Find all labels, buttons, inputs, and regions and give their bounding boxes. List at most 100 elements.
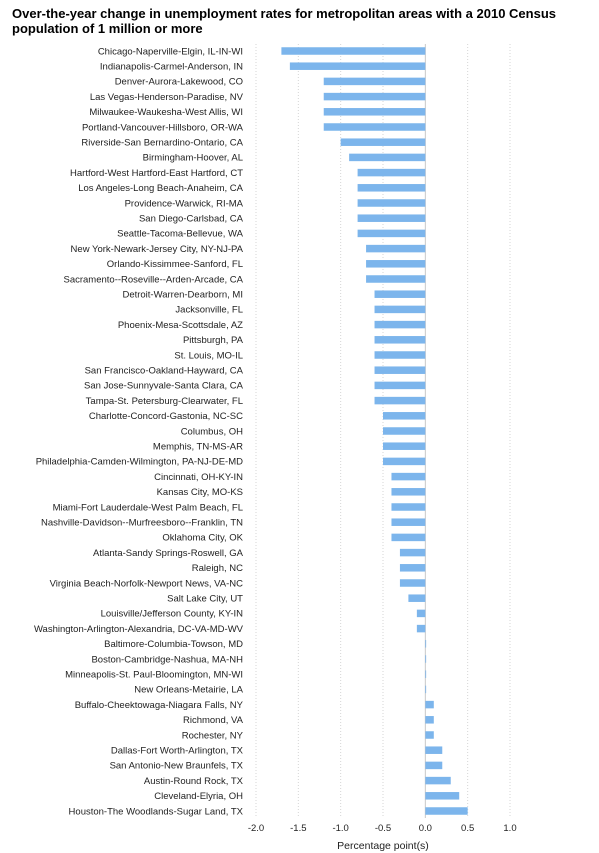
bar[interactable] xyxy=(391,518,426,526)
bar[interactable] xyxy=(357,184,426,192)
category-label: Baltimore-Columbia-Towson, MD xyxy=(104,639,243,650)
bar[interactable] xyxy=(374,381,426,390)
bar[interactable] xyxy=(323,77,426,86)
bar[interactable] xyxy=(357,214,426,222)
bar[interactable] xyxy=(374,351,426,359)
category-label: Oklahoma City, OK xyxy=(162,533,243,544)
bar[interactable] xyxy=(374,290,426,298)
category-label: Detroit-Warren-Dearborn, MI xyxy=(122,290,243,301)
bar[interactable] xyxy=(374,336,426,344)
bar[interactable] xyxy=(425,731,434,739)
gridlines xyxy=(255,44,511,818)
x-tick-label: 0.5 xyxy=(461,823,474,834)
category-label: Phoenix-Mesa-Scottsdale, AZ xyxy=(118,320,243,331)
bar[interactable] xyxy=(408,594,426,602)
category-label: Buffalo-Cheektowaga-Niagara Falls, NY xyxy=(75,700,244,711)
bar[interactable] xyxy=(374,366,426,374)
bar[interactable] xyxy=(349,153,426,162)
bar[interactable] xyxy=(391,488,426,496)
category-label: Tampa-St. Petersburg-Clearwater, FL xyxy=(86,396,243,407)
category-label: Las Vegas-Henderson-Paradise, NV xyxy=(90,92,244,103)
bar[interactable] xyxy=(425,716,434,724)
category-label: Louisville/Jefferson County, KY-IN xyxy=(101,609,244,620)
category-label: Seattle-Tacoma-Bellevue, WA xyxy=(117,229,244,240)
category-label: Riverside-San Bernardino-Ontario, CA xyxy=(81,138,243,149)
bar[interactable] xyxy=(366,244,426,253)
category-label: Milwaukee-Waukesha-West Allis, WI xyxy=(89,107,243,118)
bar[interactable] xyxy=(416,609,426,618)
bar[interactable] xyxy=(425,807,468,815)
category-label: Miami-Fort Lauderdale-West Palm Beach, F… xyxy=(53,502,243,513)
bar[interactable] xyxy=(357,168,426,177)
category-label: San Francisco-Oakland-Hayward, CA xyxy=(85,366,244,377)
x-tick-label: -1.5 xyxy=(290,823,306,834)
bar[interactable] xyxy=(383,412,426,420)
bar[interactable] xyxy=(391,503,426,511)
category-label: Hartford-West Hartford-East Hartford, CT xyxy=(70,168,243,179)
bar[interactable] xyxy=(391,533,426,542)
bar[interactable] xyxy=(425,700,434,709)
category-label: St. Louis, MO-IL xyxy=(174,350,243,361)
category-label: Richmond, VA xyxy=(183,715,244,726)
category-label: New York-Newark-Jersey City, NY-NJ-PA xyxy=(71,244,244,255)
category-label: San Diego-Carlsbad, CA xyxy=(139,214,244,225)
category-label: Salt Lake City, UT xyxy=(167,594,243,605)
category-label: Sacramento--Roseville--Arden-Arcade, CA xyxy=(63,274,243,285)
category-label: Minneapolis-St. Paul-Bloomington, MN-WI xyxy=(65,670,243,681)
bar[interactable] xyxy=(425,640,427,648)
category-label: Boston-Cambridge-Nashua, MA-NH xyxy=(91,654,243,665)
bar[interactable] xyxy=(425,655,427,663)
chart-title: Over-the-year change in unemployment rat… xyxy=(12,6,557,36)
bar[interactable] xyxy=(383,457,426,466)
category-label: Philadelphia-Camden-Wilmington, PA-NJ-DE… xyxy=(36,457,243,468)
category-label: Nashville-Davidson--Murfreesboro--Frankl… xyxy=(41,518,243,529)
bar[interactable] xyxy=(374,396,426,405)
bar[interactable] xyxy=(399,579,426,587)
category-label: Providence-Warwick, RI-MA xyxy=(125,198,244,209)
category-label: Los Angeles-Long Beach-Anaheim, CA xyxy=(78,183,243,194)
x-tick-label: -0.5 xyxy=(375,823,391,834)
bar[interactable] xyxy=(357,199,426,207)
bar[interactable] xyxy=(366,275,426,283)
bar[interactable] xyxy=(383,442,426,450)
bars xyxy=(281,47,468,815)
category-label: Austin-Round Rock, TX xyxy=(144,776,244,787)
bar[interactable] xyxy=(383,427,426,435)
x-tick-label: 1.0 xyxy=(503,823,516,834)
x-axis-title: Percentage point(s) xyxy=(337,840,429,852)
category-label: Charlotte-Concord-Gastonia, NC-SC xyxy=(89,411,243,422)
category-label: San Jose-Sunnyvale-Santa Clara, CA xyxy=(84,381,244,392)
category-label: Dallas-Fort Worth-Arlington, TX xyxy=(111,746,244,757)
bar[interactable] xyxy=(281,47,426,55)
bar[interactable] xyxy=(289,62,426,70)
bar[interactable] xyxy=(366,260,426,268)
category-label: Atlanta-Sandy Springs-Roswell, GA xyxy=(93,548,244,559)
bar[interactable] xyxy=(323,123,426,131)
bar[interactable] xyxy=(425,685,427,694)
bar[interactable] xyxy=(425,670,427,678)
bar[interactable] xyxy=(340,138,426,146)
category-labels: Chicago-Naperville-Elgin, IL-IN-WI Indian… xyxy=(34,46,244,817)
x-tick-label: 0.0 xyxy=(419,823,432,834)
bar[interactable] xyxy=(374,320,426,329)
category-label: Memphis, TN-MS-AR xyxy=(153,442,243,453)
bar[interactable] xyxy=(425,746,443,754)
bar[interactable] xyxy=(391,472,426,481)
category-label: Pittsburgh, PA xyxy=(183,335,244,346)
bar[interactable] xyxy=(323,92,426,101)
category-label: Raleigh, NC xyxy=(192,563,243,574)
bar[interactable] xyxy=(374,305,426,314)
category-label: Columbus, OH xyxy=(181,426,243,437)
bar[interactable] xyxy=(425,792,460,800)
x-tick-label: -2.0 xyxy=(248,823,264,834)
bar[interactable] xyxy=(357,229,426,238)
bar[interactable] xyxy=(416,624,426,633)
bar[interactable] xyxy=(323,108,426,116)
bar[interactable] xyxy=(399,564,426,572)
bar[interactable] xyxy=(425,776,451,785)
category-label: Kansas City, MO-KS xyxy=(157,487,243,498)
bar[interactable] xyxy=(425,761,443,770)
bar[interactable] xyxy=(399,548,426,557)
x-tick-labels: -2.0 -1.5 -1.0 -0.5 0.0 0.5 1.0 xyxy=(248,823,517,834)
